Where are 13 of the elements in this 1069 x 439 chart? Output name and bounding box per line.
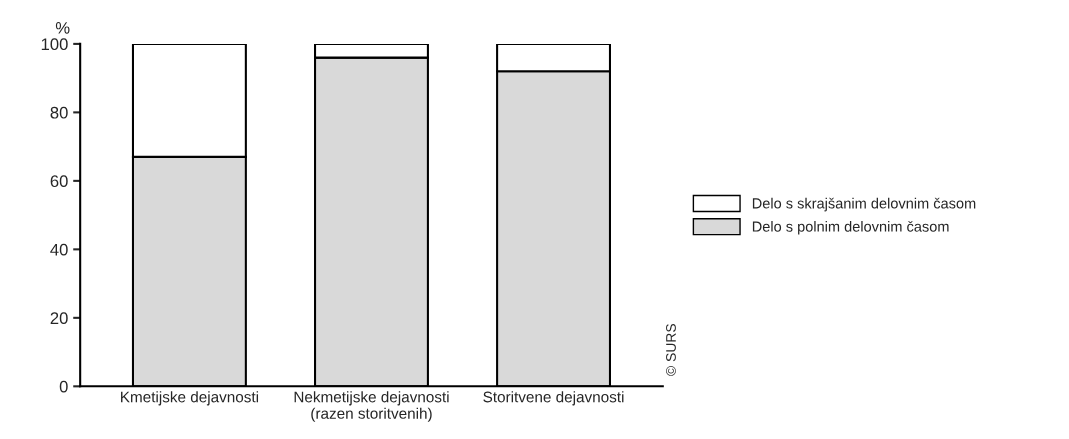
legend-label: Delo s polnim delovnim časom (752, 220, 949, 235)
y-tick-label: 40 (50, 243, 68, 256)
y-axis-title: % (55, 22, 70, 34)
y-tick-label: 100 (41, 38, 68, 51)
x-tick-label: Kmetijske dejavnosti (121, 391, 259, 406)
y-tick-label: 80 (50, 106, 68, 119)
x-tick-label: Nekmetijske dejavnosti (razen storitvenih) (294, 391, 449, 422)
y-tick-label: 60 (50, 175, 68, 188)
legend-label: Delo s skrajšanim delovnim časom (752, 197, 976, 212)
text: © SURS (666, 324, 676, 376)
y-tick-label: 0 (59, 380, 68, 393)
x-tick-label: Storitvene dejavnosti (483, 391, 624, 406)
y-tick-label: 20 (50, 312, 68, 325)
